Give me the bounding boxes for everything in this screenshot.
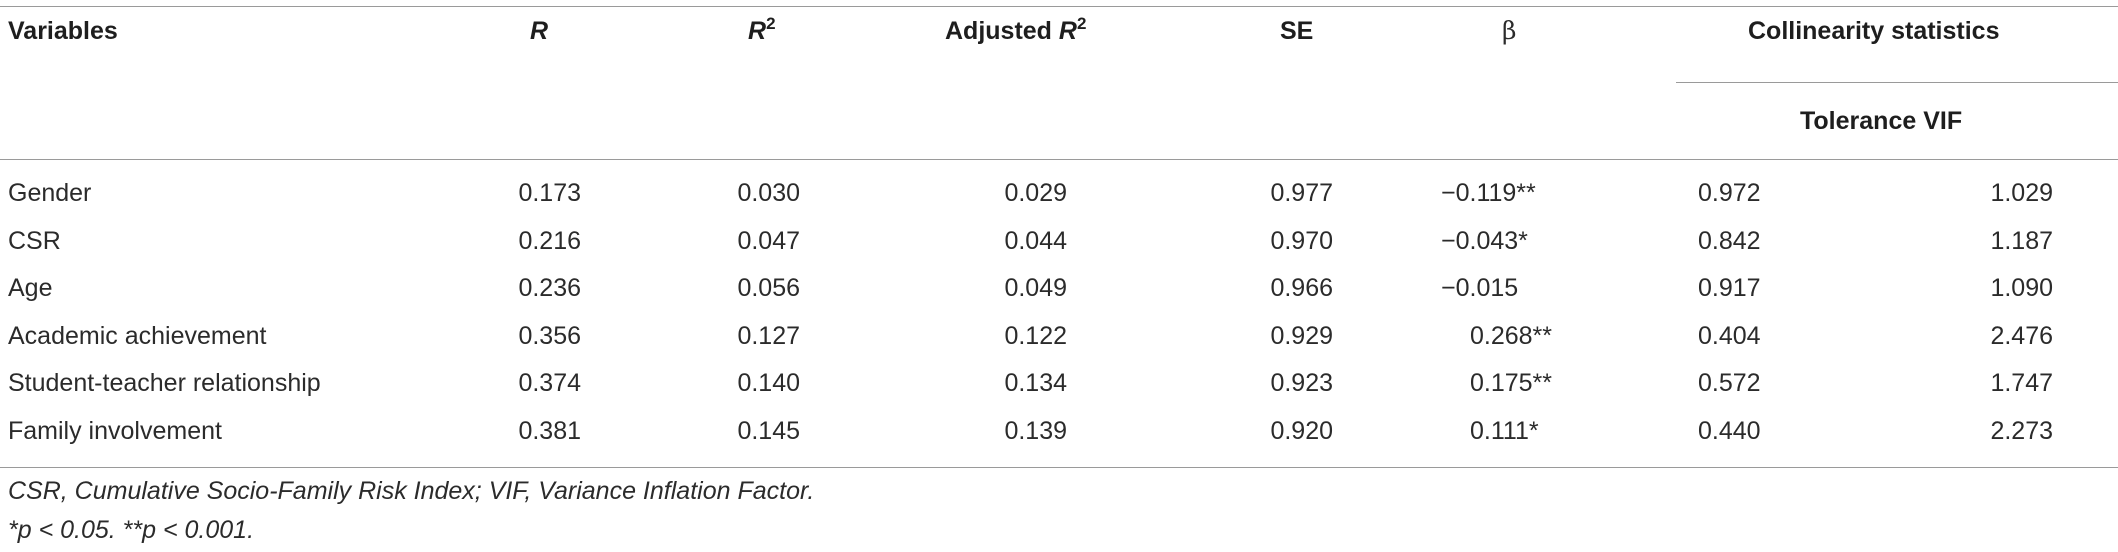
cell-se: 0.929: [1270, 321, 1333, 350]
cell-variable: CSR: [8, 226, 61, 255]
header-collinearity-statistics: Collinearity statistics: [1748, 17, 2000, 45]
cell-tolerance: 0.972: [1698, 179, 1761, 207]
cell-variable: Student-teacher relationship: [8, 369, 321, 397]
footnote-abbreviations: CSR, Cumulative Socio-Family Risk Index;…: [8, 477, 815, 505]
header-tolerance-vif: Tolerance VIF: [1800, 107, 1963, 135]
cell-tolerance: 0.917: [1698, 274, 1761, 302]
cell-adjusted-r2: 0.049: [1004, 274, 1067, 302]
cell-beta: −0.119**: [1441, 179, 1536, 207]
header-adjusted-r2-prefix: Adjusted: [945, 17, 1059, 45]
cell-r2: 0.145: [737, 416, 800, 445]
cell-vif: 1.029: [1990, 179, 2053, 207]
cell-r2: 0.047: [737, 226, 800, 255]
cell-variable: Age: [8, 274, 53, 302]
top-rule: [0, 6, 2118, 7]
header-adjusted-r2-base: R: [1058, 17, 1077, 45]
cell-adjusted-r2: 0.134: [1004, 369, 1067, 397]
header-adjusted-r2-sup: 2: [1076, 14, 1087, 33]
cell-beta: −0.015: [1441, 274, 1519, 302]
cell-beta: 0.111*: [1470, 416, 1539, 445]
header-r: R: [530, 17, 549, 45]
cell-r: 0.381: [518, 416, 581, 445]
cell-se: 0.920: [1270, 416, 1333, 445]
cell-adjusted-r2: 0.122: [1004, 321, 1067, 350]
cell-r: 0.236: [518, 274, 581, 302]
cell-tolerance: 0.842: [1698, 226, 1761, 255]
header-variables: Variables: [8, 17, 118, 45]
cell-se: 0.977: [1270, 179, 1333, 207]
cell-r2: 0.127: [737, 321, 800, 350]
cell-r: 0.173: [518, 179, 581, 207]
cell-vif: 1.747: [1990, 369, 2053, 397]
cell-adjusted-r2: 0.139: [1004, 416, 1067, 445]
cell-variable: Family involvement: [8, 416, 222, 445]
cell-variable: Academic achievement: [8, 321, 267, 350]
header-se: SE: [1280, 17, 1314, 45]
cell-r: 0.356: [518, 321, 581, 350]
cell-tolerance: 0.440: [1698, 416, 1761, 445]
footnote-significance: *p < 0.05. **p < 0.001.: [8, 516, 255, 544]
header-r2: R2: [748, 14, 776, 46]
cell-vif: 1.090: [1990, 274, 2053, 302]
bottom-rule: [0, 467, 2118, 468]
cell-se: 0.970: [1270, 226, 1333, 255]
cell-variable: Gender: [8, 179, 92, 207]
cell-adjusted-r2: 0.029: [1004, 179, 1067, 207]
header-beta: β: [1502, 16, 1517, 45]
cell-tolerance: 0.404: [1698, 321, 1761, 350]
cell-beta: 0.175**: [1470, 369, 1553, 397]
header-r2-sup: 2: [766, 14, 776, 33]
cell-r: 0.216: [518, 226, 581, 255]
cell-r2: 0.056: [737, 274, 800, 302]
cell-adjusted-r2: 0.044: [1004, 226, 1067, 255]
header-r2-base: R: [748, 17, 767, 45]
cell-r2: 0.140: [737, 369, 800, 397]
cell-vif: 1.187: [1990, 226, 2053, 255]
header-bottom-rule: [0, 159, 2118, 160]
collinearity-rule: [1676, 82, 2118, 83]
cell-vif: 2.476: [1990, 321, 2053, 350]
cell-vif: 2.273: [1990, 416, 2053, 445]
cell-beta: −0.043*: [1441, 226, 1528, 255]
cell-r2: 0.030: [737, 179, 800, 207]
cell-tolerance: 0.572: [1698, 369, 1761, 397]
cell-beta: 0.268**: [1470, 321, 1553, 350]
cell-se: 0.966: [1270, 274, 1333, 302]
cell-se: 0.923: [1270, 369, 1333, 397]
header-adjusted-r2: Adjusted R2: [945, 14, 1087, 46]
cell-r: 0.374: [518, 369, 581, 397]
